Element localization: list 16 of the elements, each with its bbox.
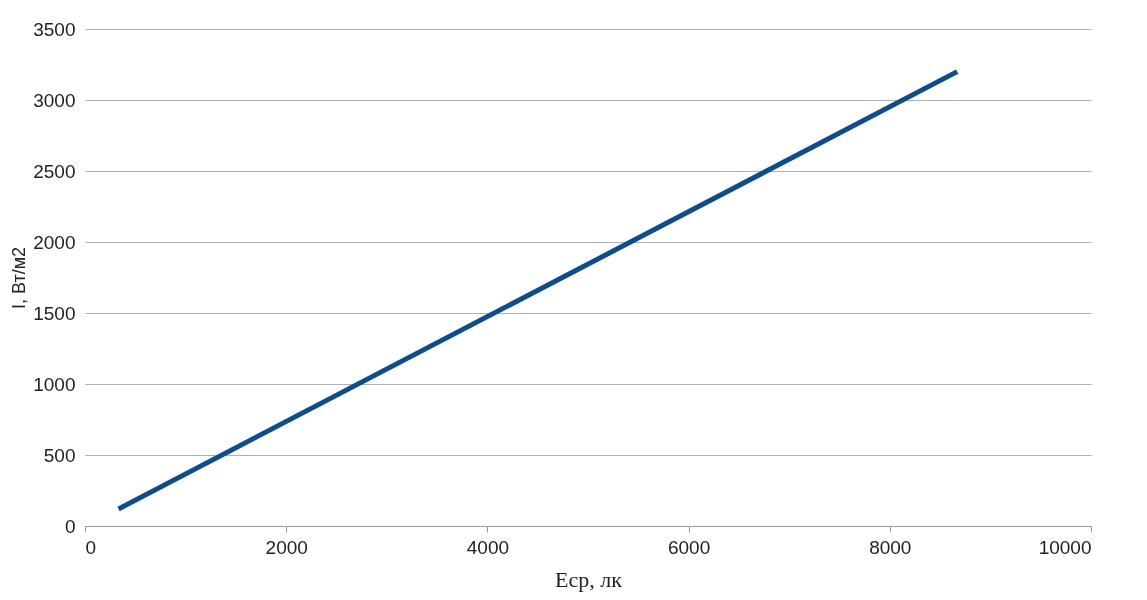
y-tick-label: 1500 <box>33 302 76 324</box>
x-tick-label: 10000 <box>1038 536 1092 558</box>
x-tick-label: 4000 <box>466 536 510 558</box>
x-axis-title: Еср, лк <box>555 566 623 592</box>
y-tick-label: 2500 <box>33 160 76 182</box>
y-tick-label: 2000 <box>33 231 76 253</box>
y-tick-label: 0 <box>64 515 76 537</box>
y-tick-label: 500 <box>43 444 76 466</box>
y-axis-title: I, Вт/м2 <box>9 246 30 310</box>
x-tick-label: 0 <box>85 536 97 558</box>
x-tick-label: 6000 <box>667 536 711 558</box>
x-tick-label: 2000 <box>265 536 308 558</box>
x-tick-label: 8000 <box>869 536 912 558</box>
y-tick-label: 3500 <box>33 18 76 40</box>
y-tick-label: 3000 <box>33 89 76 111</box>
y-tick-label: 1000 <box>33 373 76 395</box>
